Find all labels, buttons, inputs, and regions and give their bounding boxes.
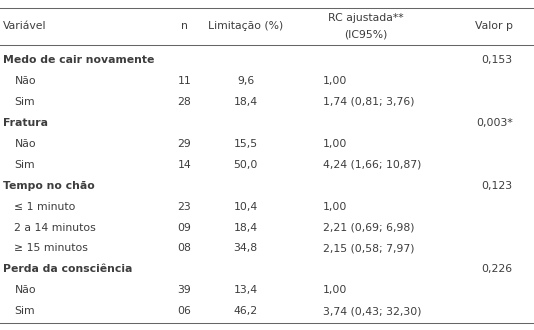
Text: ≤ 1 minuto: ≤ 1 minuto: [14, 202, 76, 212]
Text: 34,8: 34,8: [233, 244, 258, 253]
Text: Sim: Sim: [14, 160, 35, 170]
Text: Tempo no chão: Tempo no chão: [3, 181, 95, 191]
Text: n: n: [181, 21, 187, 31]
Text: 1,74 (0,81; 3,76): 1,74 (0,81; 3,76): [323, 97, 414, 107]
Text: Variável: Variável: [3, 21, 46, 31]
Text: 1,00: 1,00: [323, 202, 348, 212]
Text: 46,2: 46,2: [233, 306, 258, 316]
Text: 0,123: 0,123: [482, 181, 513, 191]
Text: (IC95%): (IC95%): [344, 30, 388, 40]
Text: Não: Não: [14, 285, 36, 295]
Text: Fratura: Fratura: [3, 118, 48, 128]
Text: Não: Não: [14, 139, 36, 149]
Text: 0,153: 0,153: [482, 55, 513, 65]
Text: 0,003*: 0,003*: [476, 118, 513, 128]
Text: 11: 11: [177, 76, 191, 86]
Text: 14: 14: [177, 160, 191, 170]
Text: 1,00: 1,00: [323, 285, 348, 295]
Text: 23: 23: [177, 202, 191, 212]
Text: 3,74 (0,43; 32,30): 3,74 (0,43; 32,30): [323, 306, 421, 316]
Text: 08: 08: [177, 244, 191, 253]
Text: Não: Não: [14, 76, 36, 86]
Text: 10,4: 10,4: [233, 202, 258, 212]
Text: 28: 28: [177, 97, 191, 107]
Text: 09: 09: [177, 222, 191, 233]
Text: Limitação (%): Limitação (%): [208, 21, 283, 31]
Text: 39: 39: [177, 285, 191, 295]
Text: Sim: Sim: [14, 97, 35, 107]
Text: 29: 29: [177, 139, 191, 149]
Text: Valor p: Valor p: [475, 21, 513, 31]
Text: 4,24 (1,66; 10,87): 4,24 (1,66; 10,87): [323, 160, 421, 170]
Text: 1,00: 1,00: [323, 139, 348, 149]
Text: 18,4: 18,4: [233, 97, 258, 107]
Text: ≥ 15 minutos: ≥ 15 minutos: [14, 244, 88, 253]
Text: 2,21 (0,69; 6,98): 2,21 (0,69; 6,98): [323, 222, 414, 233]
Text: 2 a 14 minutos: 2 a 14 minutos: [14, 222, 96, 233]
Text: 15,5: 15,5: [233, 139, 258, 149]
Text: 13,4: 13,4: [233, 285, 258, 295]
Text: RC ajustada**: RC ajustada**: [328, 13, 404, 23]
Text: 18,4: 18,4: [233, 222, 258, 233]
Text: Perda da consciência: Perda da consciência: [3, 264, 132, 274]
Text: 9,6: 9,6: [237, 76, 254, 86]
Text: 50,0: 50,0: [233, 160, 258, 170]
Text: 0,226: 0,226: [482, 264, 513, 274]
Text: 1,00: 1,00: [323, 76, 348, 86]
Text: Medo de cair novamente: Medo de cair novamente: [3, 55, 154, 65]
Text: 06: 06: [177, 306, 191, 316]
Text: Sim: Sim: [14, 306, 35, 316]
Text: 2,15 (0,58; 7,97): 2,15 (0,58; 7,97): [323, 244, 414, 253]
